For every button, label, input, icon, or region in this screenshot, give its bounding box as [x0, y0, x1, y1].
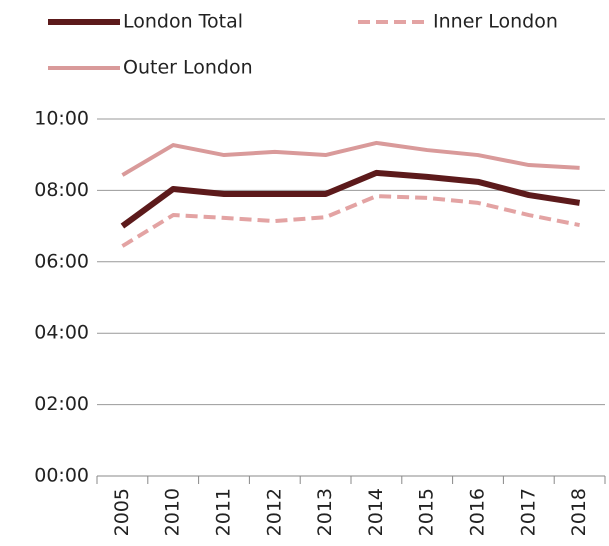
legend-label: Inner London — [433, 11, 558, 33]
y-tick-label: 08:00 — [34, 179, 89, 201]
x-tick-label: 2013 — [314, 488, 336, 536]
series-line — [120, 169, 581, 229]
x-tick-label: 2014 — [365, 488, 387, 536]
x-tick-label: 2015 — [416, 488, 438, 536]
y-tick-label: 04:00 — [34, 322, 89, 344]
x-tick-label: 2010 — [162, 488, 184, 536]
x-tick-label: 2016 — [467, 488, 489, 536]
y-tick-label: 02:00 — [34, 393, 89, 415]
x-tick-label: 2012 — [263, 488, 285, 536]
series-line — [121, 194, 580, 248]
y-tick-label: 10:00 — [34, 108, 89, 130]
x-tick-label: 2011 — [213, 488, 235, 536]
series-line — [121, 140, 580, 177]
x-tick-label: 2005 — [111, 488, 133, 536]
x-tick-label: 2017 — [517, 488, 539, 536]
legend-label: Outer London — [123, 57, 253, 79]
y-tick-label: 00:00 — [34, 465, 89, 487]
y-tick-label: 06:00 — [34, 250, 89, 272]
x-tick-label: 2018 — [568, 488, 590, 536]
legend-label: London Total — [123, 11, 243, 33]
